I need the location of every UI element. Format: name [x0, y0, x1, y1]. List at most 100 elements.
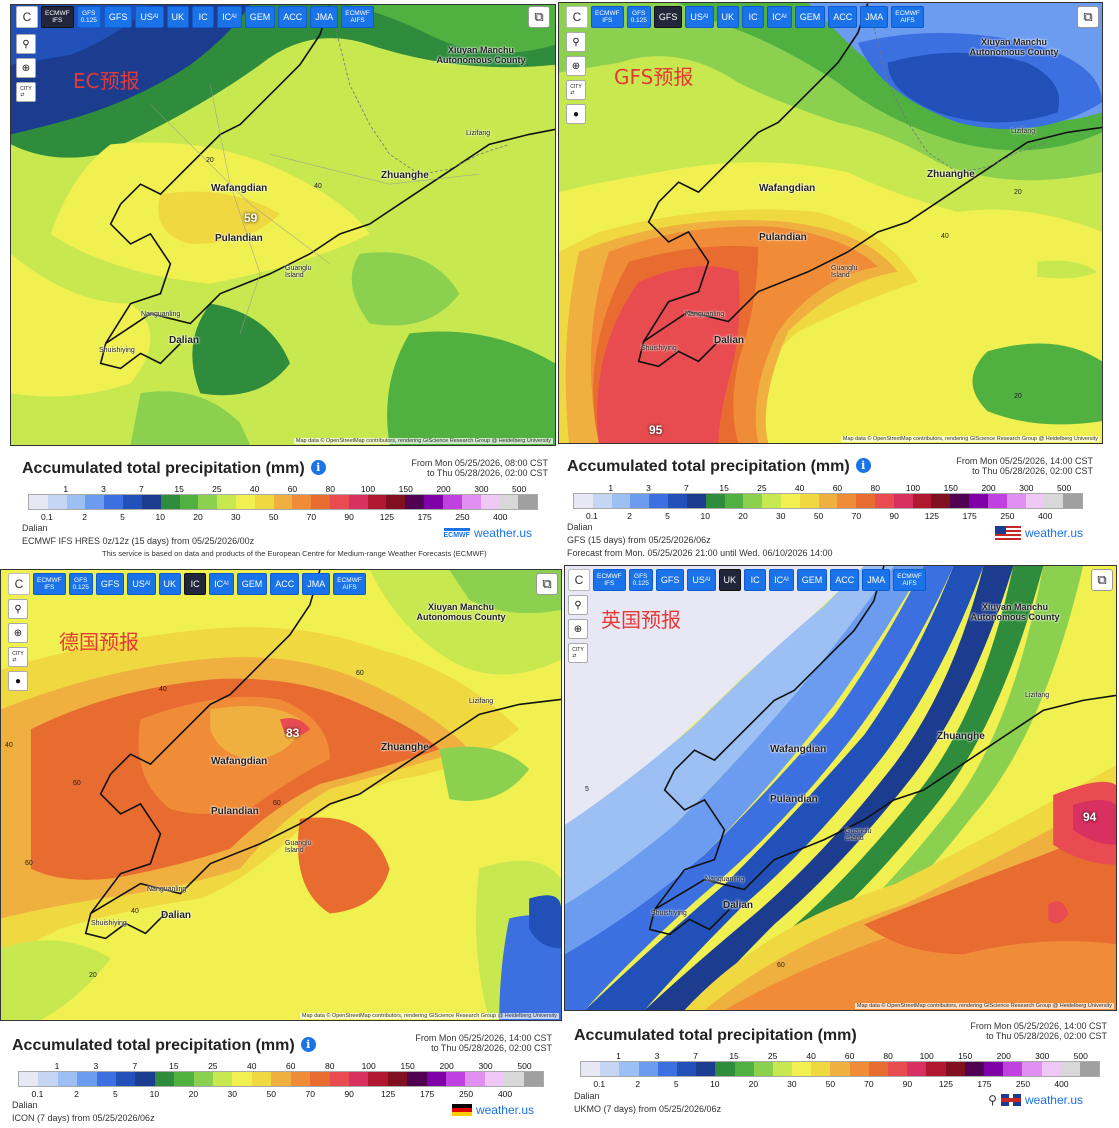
- model-button-ecmwf-aifs[interactable]: ECMWF AIFS: [341, 6, 374, 28]
- refresh-button[interactable]: C: [568, 569, 590, 591]
- scale-swatch: [85, 495, 105, 509]
- scale-swatch: [273, 495, 293, 509]
- model-button-usai[interactable]: US AI: [687, 569, 716, 591]
- place-xiuyan: Xiuyan Manchu Autonomous County: [969, 37, 1059, 57]
- model-button-ic[interactable]: IC: [744, 569, 767, 591]
- scale-swatch: [799, 494, 819, 508]
- model-button-gfs-0125[interactable]: GFS 0.125: [68, 573, 93, 595]
- model-button-ic[interactable]: IC: [192, 6, 215, 28]
- model-button-gfs-0125[interactable]: GFS 0.125: [626, 6, 651, 28]
- color-scale: [580, 1061, 1100, 1077]
- share-icon[interactable]: ⧉: [1091, 569, 1113, 591]
- contour-label: 20: [89, 972, 97, 979]
- model-button-ecmwf-ifs[interactable]: ECMWF IFS: [41, 6, 74, 28]
- map-attribution: Map data © OpenStreetMap contributors, r…: [293, 438, 553, 444]
- scale-tick-label: 10: [710, 1079, 720, 1089]
- model-button-gfs-0125[interactable]: GFS 0.125: [628, 569, 653, 591]
- model-button-acc[interactable]: ACC: [830, 569, 860, 591]
- place-shuishiying: Shuishiying: [651, 910, 687, 917]
- model-button-gfs[interactable]: GFS: [653, 6, 683, 28]
- model-button-gem[interactable]: GEM: [244, 6, 276, 28]
- model-button-acc[interactable]: ACC: [278, 6, 308, 28]
- model-button-usai[interactable]: US AI: [685, 6, 714, 28]
- model-button-uk[interactable]: UK: [166, 6, 190, 28]
- zoom-icon[interactable]: ⊕: [8, 623, 28, 643]
- model-button-icai[interactable]: IC AI: [217, 6, 242, 28]
- city-toggle-button[interactable]: CITY ⇄: [8, 647, 28, 667]
- map-gfs[interactable]: Xiuyan Manchu Autonomous County Wafangdi…: [558, 2, 1103, 444]
- model-button-jma[interactable]: JMA: [862, 569, 891, 591]
- scale-tick-label: 250: [458, 1089, 474, 1099]
- zoom-icon[interactable]: ⊕: [568, 619, 588, 639]
- info-icon[interactable]: i: [855, 458, 871, 473]
- locate-icon[interactable]: ⚲: [8, 599, 28, 619]
- info-icon[interactable]: i: [300, 1037, 316, 1052]
- scale-swatch: [116, 1072, 136, 1086]
- refresh-button[interactable]: C: [566, 6, 588, 28]
- locate-icon[interactable]: ⚲: [566, 32, 586, 52]
- zoom-icon[interactable]: ⊕: [566, 56, 586, 76]
- model-button-gfs-0125[interactable]: GFS 0.125: [76, 6, 101, 28]
- place-pulandian: Pulandian: [215, 233, 263, 244]
- search-icon[interactable]: ⚲: [988, 1093, 997, 1107]
- locate-icon[interactable]: ⚲: [16, 34, 36, 54]
- model-button-ecmwf-aifs[interactable]: ECMWF AIFS: [891, 6, 924, 28]
- marker-icon[interactable]: ●: [566, 104, 586, 124]
- model-button-ecmwf-ifs[interactable]: ECMWF IFS: [33, 573, 66, 595]
- scale-swatch: [849, 1062, 869, 1076]
- model-button-ecmwf-ifs[interactable]: ECMWF IFS: [591, 6, 624, 28]
- brand-logo[interactable]: weather.us: [994, 526, 1083, 540]
- model-button-ecmwf-aifs[interactable]: ECMWF AIFS: [893, 569, 926, 591]
- map-uk[interactable]: Xiuyan Manchu Autonomous County Wafangdi…: [564, 565, 1117, 1011]
- brand-logo[interactable]: weather.us: [451, 1103, 534, 1117]
- model-button-ic[interactable]: IC: [742, 6, 765, 28]
- marker-icon[interactable]: ●: [8, 671, 28, 691]
- refresh-button[interactable]: C: [8, 573, 30, 595]
- city-toggle-button[interactable]: CITY ⇄: [566, 80, 586, 100]
- model-button-uk[interactable]: UK: [158, 573, 182, 595]
- model-button-ecmwf-ifs[interactable]: ECMWF IFS: [593, 569, 626, 591]
- zoom-icon[interactable]: ⊕: [16, 58, 36, 78]
- model-button-jma[interactable]: JMA: [310, 6, 339, 28]
- model-button-uk[interactable]: UK: [718, 569, 742, 591]
- model-button-icai[interactable]: IC AI: [769, 569, 794, 591]
- scale-swatch: [123, 495, 142, 509]
- share-icon[interactable]: ⧉: [528, 6, 550, 28]
- contour-label: 20: [1014, 393, 1022, 400]
- refresh-button[interactable]: C: [16, 6, 38, 28]
- model-button-icai[interactable]: IC AI: [767, 6, 792, 28]
- brand-logo[interactable]: ECMWF weather.us: [443, 526, 532, 540]
- brand-logo[interactable]: ⚲ weather.us: [988, 1093, 1083, 1107]
- model-button-jma[interactable]: JMA: [302, 573, 331, 595]
- map-icon[interactable]: Xiuyan Manchu Autonomous County Wafangdi…: [0, 569, 562, 1021]
- map-ec[interactable]: Xiuyan Manchu Autonomous County Wafangdi…: [10, 4, 556, 446]
- scale-tick-label: 5: [665, 511, 670, 521]
- city-toggle-button[interactable]: CITY ⇄: [16, 82, 36, 102]
- model-button-jma[interactable]: JMA: [860, 6, 889, 28]
- scale-tick-label: 80: [883, 1051, 893, 1061]
- model-button-ecmwf-aifs[interactable]: ECMWF AIFS: [333, 573, 366, 595]
- us-flag-icon: [994, 526, 1021, 540]
- scale-tick-label: 70: [306, 512, 317, 522]
- scale-tick-label: 90: [889, 511, 899, 521]
- share-icon[interactable]: ⧉: [536, 573, 558, 595]
- model-button-gfs[interactable]: GFS: [103, 6, 133, 28]
- model-button-usai[interactable]: US AI: [127, 573, 156, 595]
- city-toggle-button[interactable]: CITY ⇄: [568, 643, 588, 663]
- share-icon[interactable]: ⧉: [1077, 6, 1099, 28]
- model-button-icai[interactable]: IC AI: [209, 573, 234, 595]
- scale-swatch: [141, 495, 161, 509]
- model-button-gem[interactable]: GEM: [796, 569, 828, 591]
- model-button-acc[interactable]: ACC: [270, 573, 300, 595]
- model-button-usai[interactable]: US AI: [135, 6, 164, 28]
- info-icon[interactable]: i: [310, 460, 326, 475]
- model-button-gem[interactable]: GEM: [236, 573, 268, 595]
- model-button-acc[interactable]: ACC: [828, 6, 858, 28]
- locate-icon[interactable]: ⚲: [568, 595, 588, 615]
- model-button-gem[interactable]: GEM: [794, 6, 826, 28]
- model-button-ic[interactable]: IC: [184, 573, 207, 595]
- model-button-gfs[interactable]: GFS: [95, 573, 125, 595]
- model-button-gfs[interactable]: GFS: [655, 569, 685, 591]
- contour-label: 60: [73, 780, 81, 787]
- model-button-uk[interactable]: UK: [716, 6, 740, 28]
